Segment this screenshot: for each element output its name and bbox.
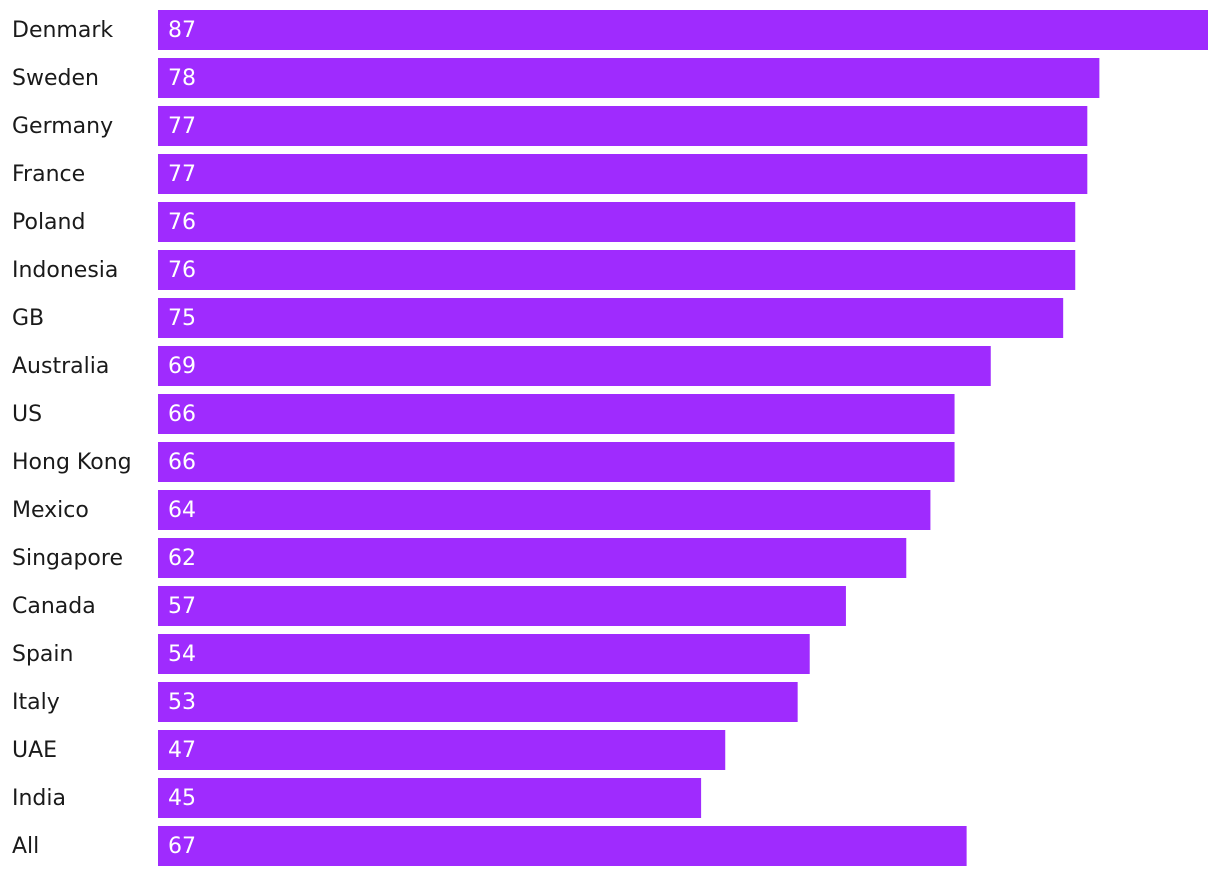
bar — [158, 490, 931, 530]
value-label: 53 — [168, 690, 196, 715]
category-label: GB — [12, 306, 44, 331]
bar — [158, 58, 1100, 98]
category-label: Poland — [12, 210, 85, 235]
value-label: 76 — [168, 210, 196, 235]
value-label: 64 — [168, 498, 196, 523]
value-label: 67 — [168, 834, 196, 859]
bar — [158, 586, 846, 626]
category-label: Sweden — [12, 66, 99, 91]
category-label: Germany — [12, 114, 113, 139]
value-label: 75 — [168, 306, 196, 331]
category-label: Indonesia — [12, 258, 118, 283]
bar — [158, 154, 1088, 194]
category-label: India — [12, 786, 66, 811]
value-label: 69 — [168, 354, 196, 379]
value-label: 54 — [168, 642, 196, 667]
bar — [158, 202, 1076, 242]
category-label: US — [12, 402, 42, 427]
value-label: 77 — [168, 162, 196, 187]
bar — [158, 442, 955, 482]
category-label: Spain — [12, 642, 73, 667]
value-label: 77 — [168, 114, 196, 139]
bar — [158, 730, 726, 770]
category-label: Italy — [12, 690, 60, 715]
bar — [158, 250, 1076, 290]
category-label: France — [12, 162, 85, 187]
value-label: 87 — [168, 18, 196, 43]
bar — [158, 106, 1088, 146]
value-label: 66 — [168, 402, 196, 427]
bar — [158, 778, 702, 818]
value-label: 47 — [168, 738, 196, 763]
bar — [158, 298, 1064, 338]
category-label: Canada — [12, 594, 96, 619]
category-label: Denmark — [12, 18, 113, 43]
category-label: Australia — [12, 354, 109, 379]
bar — [158, 538, 907, 578]
category-label: Singapore — [12, 546, 123, 571]
bar — [158, 10, 1208, 50]
category-label: UAE — [12, 738, 57, 763]
value-label: 57 — [168, 594, 196, 619]
value-label: 62 — [168, 546, 196, 571]
category-label: Hong Kong — [12, 450, 132, 475]
category-label: Mexico — [12, 498, 89, 523]
value-label: 78 — [168, 66, 196, 91]
bar — [158, 346, 991, 386]
bar — [158, 682, 798, 722]
bar — [158, 634, 810, 674]
value-label: 76 — [168, 258, 196, 283]
value-label: 45 — [168, 786, 196, 811]
category-label: All — [12, 834, 39, 859]
bar — [158, 826, 967, 866]
bar — [158, 394, 955, 434]
value-label: 66 — [168, 450, 196, 475]
